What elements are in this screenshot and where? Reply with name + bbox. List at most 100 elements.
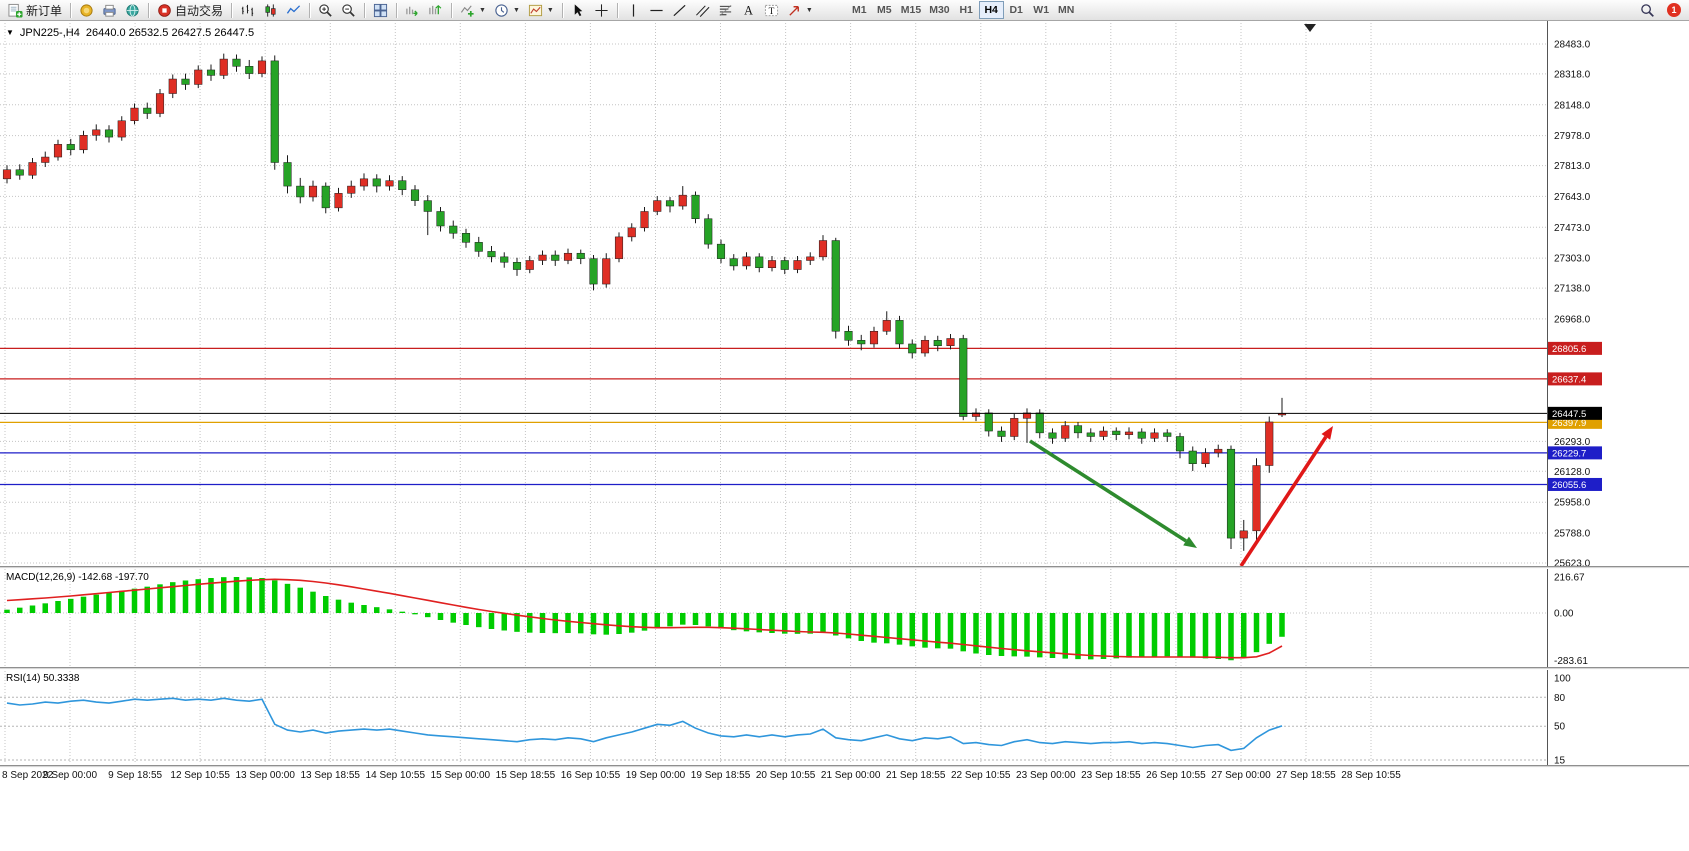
arrows-tool-icon — [789, 5, 799, 16]
svg-text:28483.0: 28483.0 — [1554, 40, 1591, 51]
timeframe-m1[interactable]: M1 — [847, 1, 872, 19]
templates-button[interactable]: ▼ — [524, 1, 558, 20]
chart-ohlc-readout: 26440.0 26532.5 26427.5 26447.5 — [85, 27, 255, 39]
indicators-button[interactable]: ▼ — [456, 1, 490, 20]
autotrading-icon — [158, 3, 171, 17]
zoom-out-icon — [342, 3, 355, 17]
svg-text:100: 100 — [1554, 674, 1571, 685]
new-order-label: 新订单 — [26, 3, 63, 18]
svg-text:14 Sep 10:55: 14 Sep 10:55 — [366, 770, 426, 781]
panel-separator-macd[interactable] — [0, 566, 1689, 569]
bar-chart-button[interactable] — [236, 1, 259, 20]
zoom-in-button[interactable] — [314, 1, 337, 20]
timeframe-m5[interactable]: M5 — [872, 1, 897, 19]
tile-windows-icon — [373, 3, 388, 17]
svg-text:25623.0: 25623.0 — [1554, 558, 1591, 569]
main-toolbar: 新订单 — [0, 0, 1689, 21]
macd-histogram — [4, 577, 1285, 661]
drawn-arrow-down[interactable] — [1029, 439, 1188, 543]
timeframe-h4[interactable]: H4 — [978, 1, 1004, 19]
new-order-button[interactable]: 新订单 — [4, 1, 66, 20]
svg-text:26055.6: 26055.6 — [1552, 480, 1586, 491]
svg-text:26 Sep 10:55: 26 Sep 10:55 — [1146, 770, 1206, 781]
chart-shift-marker[interactable] — [1304, 24, 1316, 32]
timeframe-d1[interactable]: D1 — [1004, 1, 1029, 19]
horizontal-line-button[interactable] — [645, 1, 668, 20]
chart-collapse-icon[interactable]: ▼ — [6, 28, 14, 37]
mql5-community-button[interactable] — [75, 1, 98, 20]
horizontal-price-lines — [0, 347, 1547, 486]
timeframe-h1[interactable]: H1 — [954, 1, 979, 19]
svg-text:15: 15 — [1554, 755, 1566, 766]
svg-text:16 Sep 10:55: 16 Sep 10:55 — [561, 770, 621, 781]
svg-text:8 Sep 2022: 8 Sep 2022 — [2, 770, 54, 781]
rsi-line — [6, 697, 1283, 752]
autotrading-button[interactable]: 自动交易 — [153, 1, 227, 20]
help-globe-button[interactable] — [121, 1, 144, 20]
svg-text:26397.9: 26397.9 — [1552, 418, 1586, 429]
vertical-line-icon — [632, 3, 634, 17]
drawn-arrow-up[interactable] — [1239, 435, 1328, 567]
rsi-label: RSI(14) 50.3338 — [6, 673, 80, 684]
zoom-in-icon — [319, 3, 332, 17]
svg-text:26447.5: 26447.5 — [1552, 409, 1586, 420]
channel-icon — [695, 4, 710, 17]
timeframes-toolbar: M1 M5 M15 M30 H1 H4 D1 W1 MN — [847, 1, 1079, 19]
svg-text:80: 80 — [1554, 693, 1566, 704]
crosshair-button[interactable] — [590, 1, 613, 20]
fibonacci-icon — [719, 4, 732, 16]
svg-text:26128.0: 26128.0 — [1554, 467, 1591, 478]
cursor-button[interactable] — [567, 1, 590, 20]
svg-text:27303.0: 27303.0 — [1554, 254, 1591, 265]
notifications-button[interactable]: 1 — [1663, 1, 1685, 20]
svg-text:27 Sep 00:00: 27 Sep 00:00 — [1211, 770, 1271, 781]
panel-separator-rsi[interactable] — [0, 667, 1689, 670]
toolbar-separator — [148, 2, 150, 18]
candlestick-chart-button[interactable] — [259, 1, 282, 20]
mql5-community-icon — [80, 3, 93, 17]
periods-button[interactable]: ▼ — [490, 1, 524, 20]
macd-label: MACD(12,26,9) -142.68 -197.70 — [6, 572, 149, 583]
timeframe-m15[interactable]: M15 — [897, 1, 925, 19]
timeframe-m30[interactable]: M30 — [925, 1, 953, 19]
svg-text:23 Sep 18:55: 23 Sep 18:55 — [1081, 770, 1141, 781]
auto-scroll-icon — [406, 6, 418, 16]
svg-text:27978.0: 27978.0 — [1554, 131, 1591, 142]
svg-text:21 Sep 00:00: 21 Sep 00:00 — [821, 770, 881, 781]
arrows-tool-button[interactable]: ▼ — [783, 1, 817, 20]
indicators-icon — [460, 4, 474, 17]
toolbar-separator — [561, 2, 563, 18]
print-button[interactable] — [98, 1, 121, 20]
panel-separator-timeaxis[interactable] — [0, 765, 1689, 768]
chart-shift-button[interactable] — [424, 1, 447, 20]
chart-canvas[interactable]: 28483.0 28318.0 28148.0 27978.0 27813.0 27643… — [0, 21, 1689, 851]
search-icon — [1641, 3, 1654, 17]
svg-text:27643.0: 27643.0 — [1554, 192, 1591, 203]
svg-text:22 Sep 10:55: 22 Sep 10:55 — [951, 770, 1011, 781]
svg-text:15 Sep 00:00: 15 Sep 00:00 — [431, 770, 491, 781]
timeframe-w1[interactable]: W1 — [1029, 1, 1054, 19]
trendline-button[interactable] — [668, 1, 691, 20]
toolbar-separator — [616, 2, 618, 18]
vertical-line-button[interactable] — [622, 1, 645, 20]
auto-scroll-button[interactable] — [401, 1, 424, 20]
timeframe-mn[interactable]: MN — [1054, 1, 1079, 19]
svg-text:-283.61: -283.61 — [1554, 656, 1588, 667]
channel-button[interactable] — [691, 1, 714, 20]
text-label-button[interactable]: T — [760, 1, 783, 20]
horizontal-line-icon — [650, 9, 663, 11]
chart-window[interactable]: 28483.0 28318.0 28148.0 27978.0 27813.0 27643… — [0, 21, 1689, 851]
trendline-icon — [673, 4, 686, 16]
svg-text:28318.0: 28318.0 — [1554, 69, 1591, 80]
line-chart-button[interactable] — [282, 1, 305, 20]
templates-icon — [528, 4, 542, 16]
crosshair-icon — [595, 3, 608, 17]
tile-windows-button[interactable] — [369, 1, 392, 20]
svg-text:26293.0: 26293.0 — [1554, 437, 1591, 448]
search-button[interactable] — [1636, 1, 1659, 20]
fibonacci-button[interactable] — [714, 1, 737, 20]
dropdown-caret: ▼ — [546, 6, 554, 14]
text-button[interactable]: A — [737, 1, 760, 20]
zoom-out-button[interactable] — [337, 1, 360, 20]
